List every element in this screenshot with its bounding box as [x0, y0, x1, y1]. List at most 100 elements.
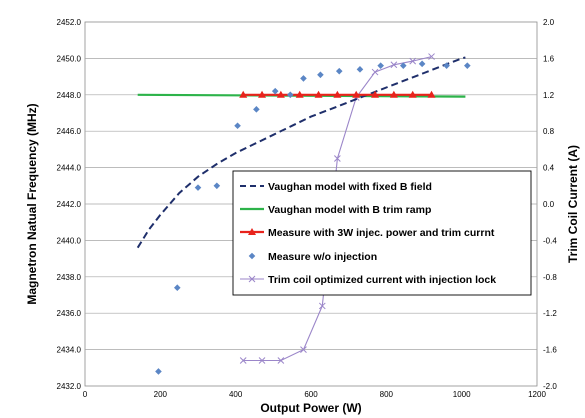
- trim-coil-point: [428, 53, 435, 60]
- legend-entry: Trim coil optimized current with injecti…: [240, 274, 496, 286]
- x-marker-stroke: [300, 346, 307, 353]
- legend-entry: Measure with 3W injec. power and trim cu…: [240, 227, 495, 239]
- y-tick-label: 2452.0: [57, 18, 82, 27]
- left-axis-ticks: 2432.0 2434.0 2436.0 2438.0 2440.0 2442.0 2444…: [57, 18, 82, 391]
- y-tick-label: 2432.0: [57, 382, 82, 391]
- legend-swatch-marker: [248, 252, 256, 260]
- y2-axis-title: Trim Coil Current (A): [566, 145, 580, 263]
- y2-tick-label: -0.4: [543, 236, 557, 245]
- x-marker-stroke: [239, 357, 247, 364]
- no-injection-point: [155, 368, 162, 375]
- no-injection-point: [335, 67, 343, 75]
- injection-point: [295, 90, 304, 98]
- injection-point: [389, 90, 398, 98]
- x-marker-stroke: [248, 275, 256, 283]
- legend-label: Vaughan model with B trim ramp: [268, 204, 431, 216]
- legend-swatch-marker: [248, 228, 256, 235]
- x-axis-title: Output Power (W): [260, 401, 361, 415]
- y2-tick-label: 0.8: [543, 127, 555, 136]
- gridlines: [85, 58, 537, 350]
- y-tick-label: 2438.0: [57, 273, 82, 282]
- y2-tick-label: -2.0: [543, 382, 557, 391]
- x-axis-ticks: 0 200 400 600 800 1000 1200: [83, 390, 547, 399]
- no-injection-point: [317, 71, 324, 79]
- legend-entries: Vaughan model with fixed B field Vaughan …: [240, 181, 496, 286]
- legend-entry: Vaughan model with fixed B field: [240, 181, 432, 193]
- x-tick-label: 800: [380, 390, 394, 399]
- no-injection-point: [356, 66, 364, 73]
- y2-tick-label: -1.2: [543, 309, 557, 318]
- x-marker-stroke: [277, 357, 285, 364]
- no-injection-point: [399, 62, 407, 69]
- series-layer: [136, 53, 471, 375]
- y-tick-label: 2436.0: [57, 309, 82, 318]
- y2-tick-label: -0.8: [543, 273, 557, 282]
- no-injection-point: [253, 106, 260, 113]
- trim-coil-point: [334, 155, 341, 162]
- trim-coil-point: [300, 346, 307, 353]
- no-injection-point: [286, 91, 294, 99]
- legend-label: Vaughan model with fixed B field: [268, 181, 432, 193]
- x-marker-stroke: [428, 53, 435, 60]
- series-fixed-b-line: [136, 56, 466, 249]
- injection-point: [427, 90, 436, 98]
- injection-point: [258, 90, 267, 98]
- legend-label: Measure w/o injection: [268, 251, 377, 263]
- no-injection-point: [271, 87, 279, 95]
- y-tick-label: 2440.0: [57, 236, 82, 245]
- no-injection-point: [377, 62, 384, 69]
- no-injection-point: [234, 122, 241, 130]
- y2-tick-label: 0.4: [543, 164, 555, 173]
- x-tick-label: 1000: [453, 390, 471, 399]
- trim-coil-point: [239, 357, 247, 364]
- trim-coil-point: [390, 61, 398, 69]
- trim-coil-point: [409, 57, 417, 65]
- y-tick-label: 2448.0: [57, 91, 82, 100]
- y-axis-title: Magnetron Natual Frequency (MHz): [25, 103, 39, 304]
- no-injection-point: [173, 284, 181, 292]
- x-marker-stroke: [318, 302, 326, 310]
- trim-coil-point: [258, 357, 266, 364]
- injection-point: [408, 90, 417, 98]
- trim-coil-point: [371, 68, 379, 76]
- no-injection-point: [194, 184, 202, 191]
- y-tick-label: 2434.0: [57, 346, 82, 355]
- legend-entry: Measure w/o injection: [248, 251, 377, 263]
- injection-point: [276, 90, 285, 98]
- x-tick-label: 600: [304, 390, 318, 399]
- injection-point: [371, 90, 380, 98]
- y2-tick-label: 1.6: [543, 54, 555, 63]
- no-injection-point: [443, 62, 450, 69]
- x-marker-stroke: [409, 57, 417, 65]
- x-tick-label: 1200: [528, 390, 546, 399]
- right-axis-ticks: -2.0 -1.6 -1.2 -0.8 -0.4 0.0 0.4 0.8 1.2 1.6 2.0: [543, 18, 557, 391]
- injection-point: [352, 90, 361, 98]
- y2-tick-label: 1.2: [543, 91, 555, 100]
- legend-label: Measure with 3W injec. power and trim cu…: [268, 227, 495, 239]
- injection-point: [333, 90, 342, 98]
- no-injection-point: [213, 182, 221, 190]
- x-marker-stroke: [390, 61, 398, 69]
- y-tick-label: 2446.0: [57, 127, 82, 136]
- x-marker-stroke: [258, 357, 266, 364]
- injection-point: [314, 90, 323, 98]
- x-marker-stroke: [371, 68, 379, 76]
- y-tick-label: 2442.0: [57, 200, 82, 209]
- trim-coil-point: [277, 357, 285, 364]
- chart-root: 2432.0 2434.0 2436.0 2438.0 2440.0 2442.0 2444…: [25, 18, 580, 415]
- x-tick-label: 200: [154, 390, 168, 399]
- x-marker-stroke: [334, 155, 341, 162]
- y2-tick-label: 2.0: [543, 18, 555, 27]
- injection-point: [239, 90, 248, 98]
- no-injection-point: [464, 62, 471, 69]
- legend-swatch-marker: [248, 275, 256, 283]
- legend-box: [232, 170, 532, 296]
- y2-tick-label: 0.0: [543, 200, 555, 209]
- legend-label: Trim coil optimized current with injecti…: [268, 274, 496, 286]
- y-tick-label: 2444.0: [57, 164, 82, 173]
- x-tick-label: 400: [229, 390, 243, 399]
- x-tick-label: 0: [83, 390, 88, 399]
- no-injection-point: [418, 60, 426, 68]
- trim-coil-point: [318, 302, 326, 310]
- legend: Vaughan model with fixed B field Vaughan …: [232, 170, 532, 296]
